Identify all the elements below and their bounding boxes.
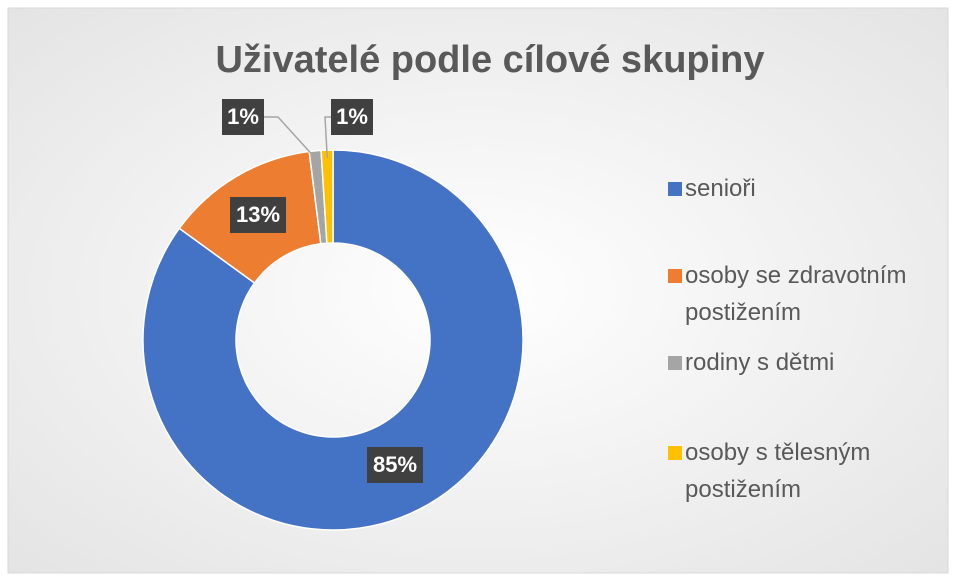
legend-label: rodiny s dětmi bbox=[685, 349, 835, 376]
data-label-box bbox=[230, 197, 286, 233]
data-label-box bbox=[222, 99, 264, 135]
legend-item: senioři bbox=[668, 170, 948, 207]
data-label: 1% bbox=[336, 104, 368, 129]
legend-swatch bbox=[668, 182, 682, 196]
legend-swatch bbox=[668, 446, 682, 460]
legend-label: senioři bbox=[685, 175, 756, 202]
data-label: 1% bbox=[227, 104, 259, 129]
chart-title: Uživatelé podle cílové skupiny bbox=[215, 39, 764, 81]
leader-line bbox=[264, 116, 317, 160]
data-label-box bbox=[331, 99, 373, 135]
legend-item: rodiny s dětmi bbox=[668, 344, 948, 381]
legend-swatch bbox=[668, 356, 682, 370]
donut-segment bbox=[142, 149, 524, 531]
legend-item: osoby s tělesným postižením bbox=[668, 434, 948, 508]
legend-item: osoby se zdravotním postižením bbox=[668, 257, 948, 331]
legend-swatch bbox=[668, 269, 682, 283]
legend-label: osoby s tělesným postižením bbox=[685, 439, 871, 503]
donut-segment bbox=[320, 149, 334, 244]
data-label: 85% bbox=[373, 452, 417, 477]
data-label: 13% bbox=[236, 202, 280, 227]
leader-line bbox=[324, 116, 331, 159]
data-label-box bbox=[367, 447, 423, 483]
legend-label: osoby se zdravotním postižením bbox=[685, 262, 907, 326]
